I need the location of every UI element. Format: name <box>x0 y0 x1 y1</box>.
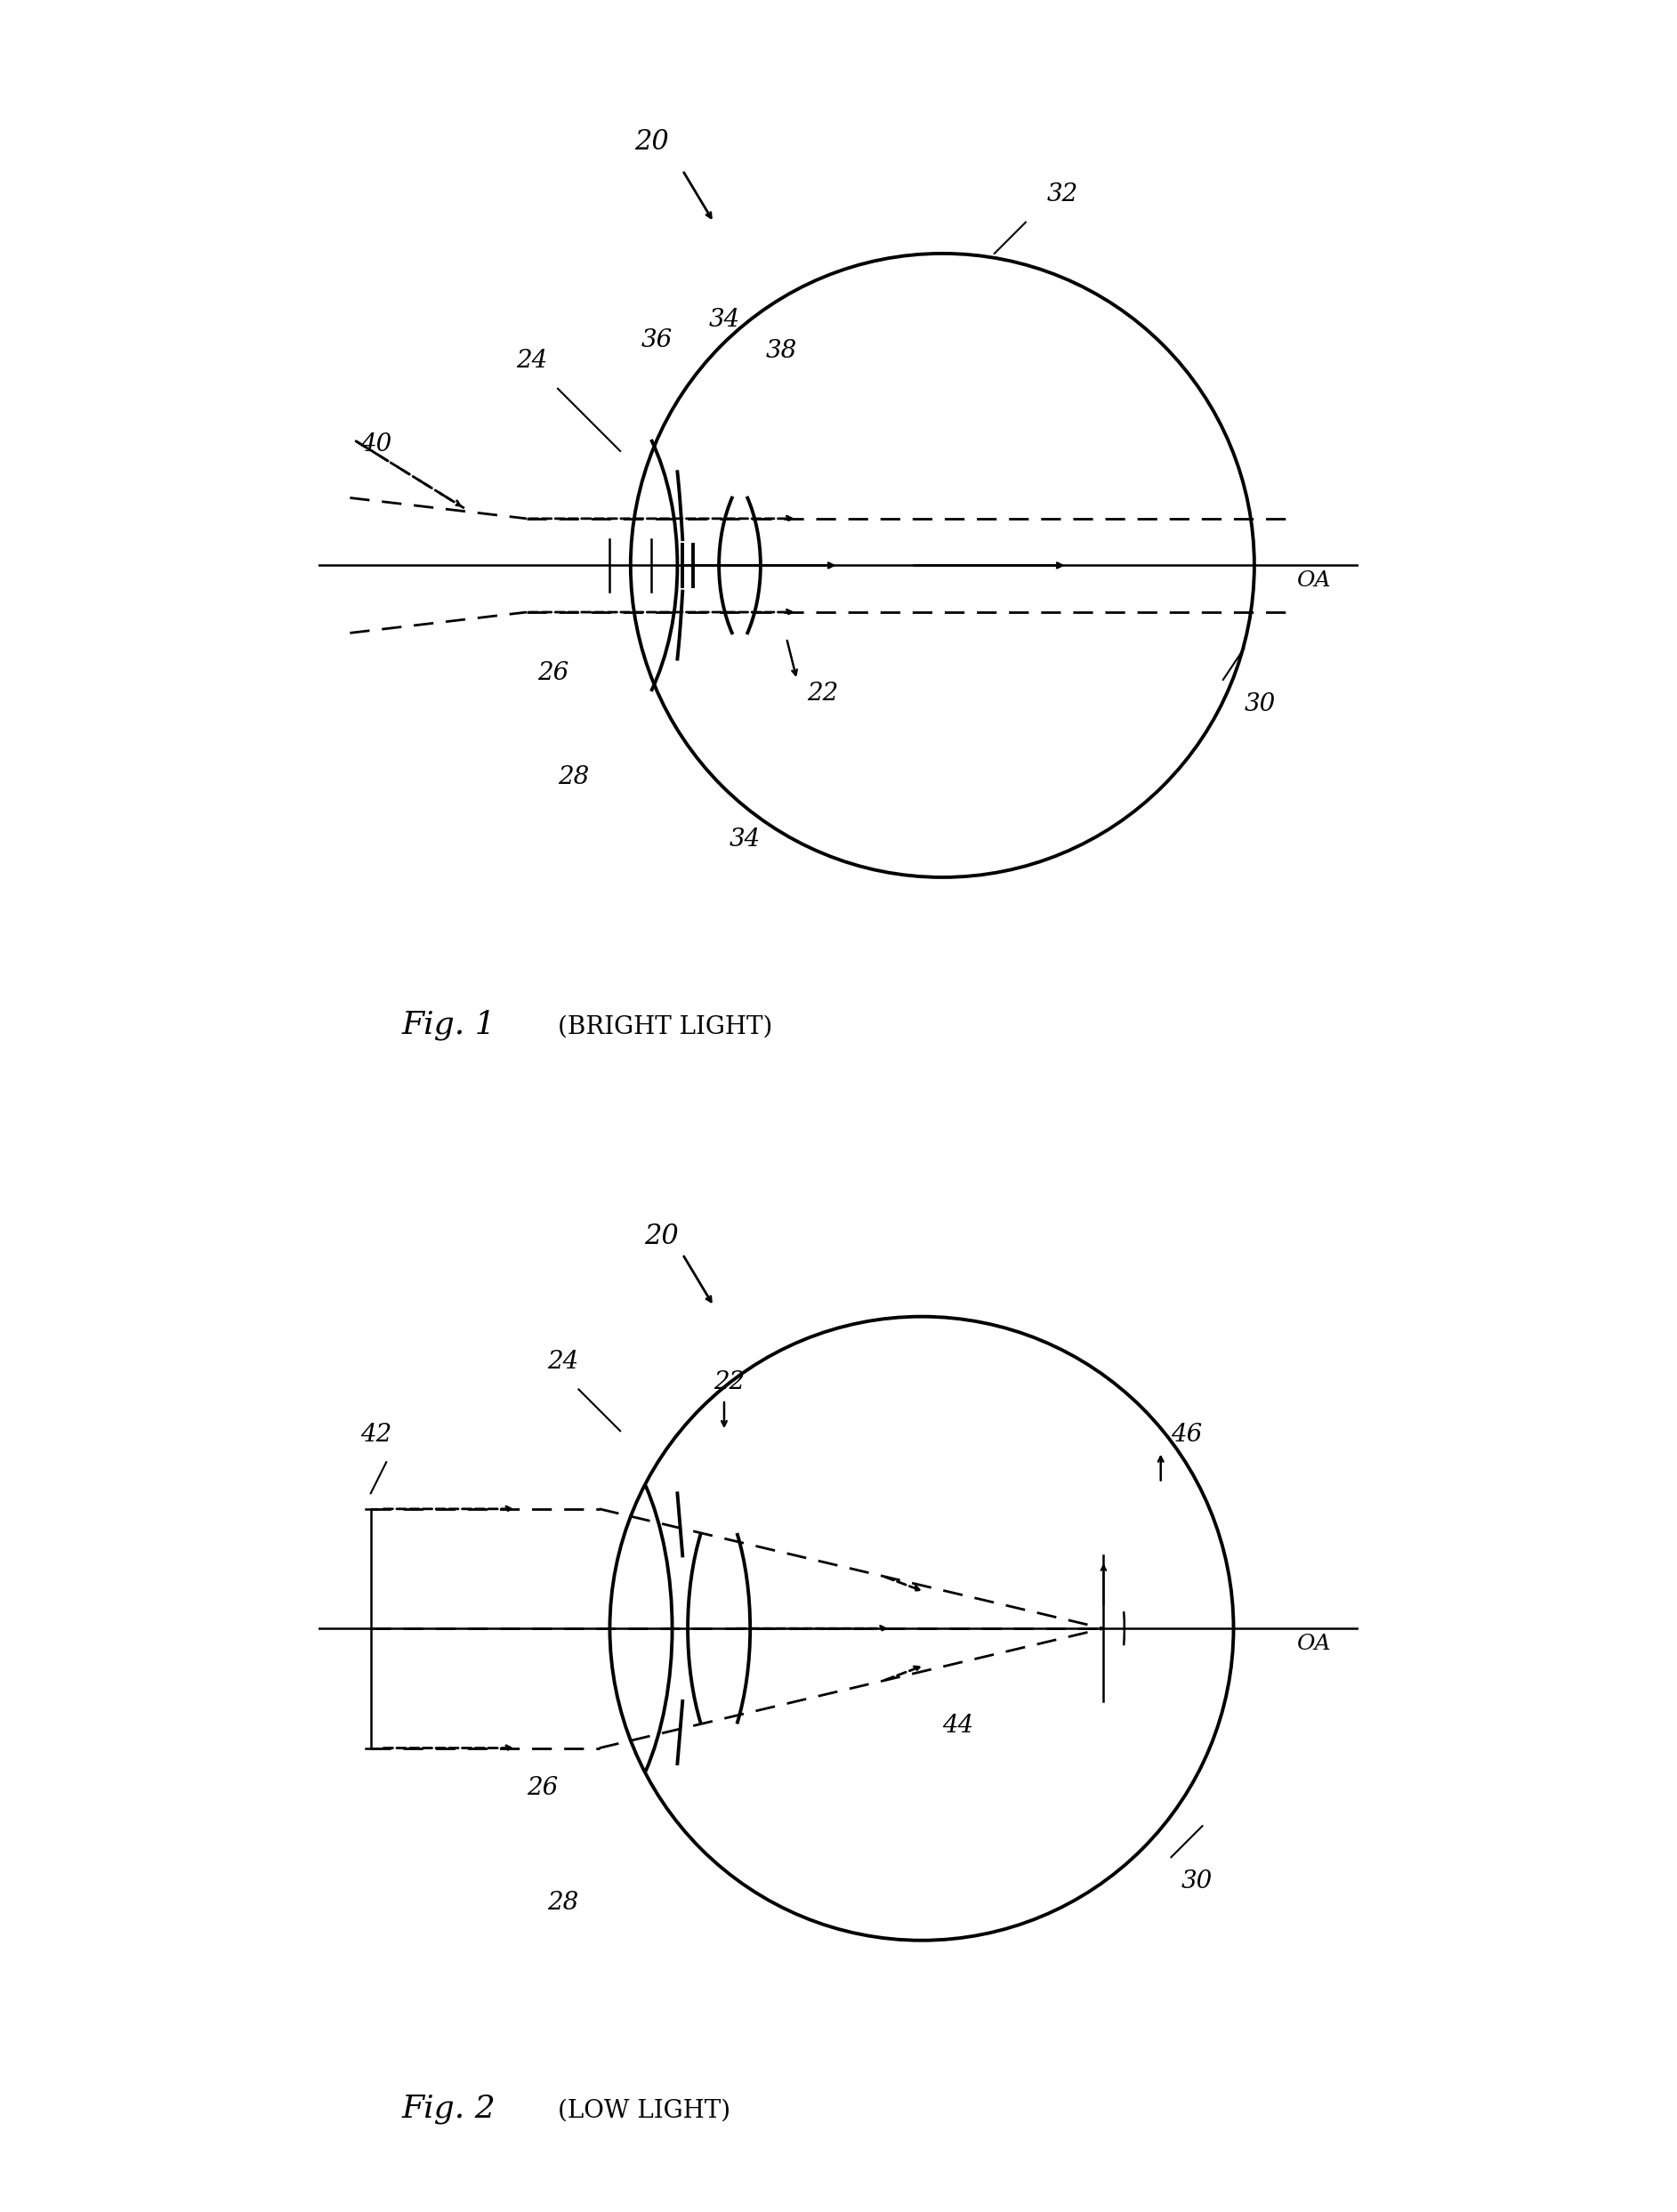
Text: 34: 34 <box>729 827 761 852</box>
Text: 34: 34 <box>709 307 740 332</box>
Text: 24: 24 <box>547 1349 579 1374</box>
Text: 20: 20 <box>644 1223 679 1250</box>
Text: 22: 22 <box>807 681 838 706</box>
Text: 28: 28 <box>558 765 589 790</box>
Text: 26: 26 <box>527 1776 558 1801</box>
Text: OA: OA <box>1296 571 1330 591</box>
Text: Fig. 1: Fig. 1 <box>402 1009 496 1040</box>
Text: 28: 28 <box>547 1891 579 1916</box>
Text: 44: 44 <box>942 1714 974 1739</box>
Text: 20: 20 <box>634 128 669 155</box>
Text: 22: 22 <box>714 1371 745 1396</box>
Text: (BRIGHT LIGHT): (BRIGHT LIGHT) <box>558 1015 773 1040</box>
Text: 38: 38 <box>766 338 797 363</box>
Text: 30: 30 <box>1182 1869 1212 1893</box>
Text: 42: 42 <box>361 1422 392 1447</box>
Text: 40: 40 <box>361 431 392 456</box>
Text: Fig. 2: Fig. 2 <box>402 2093 496 2124</box>
Text: 36: 36 <box>641 327 672 352</box>
Text: 26: 26 <box>537 661 569 686</box>
Text: OA: OA <box>1296 1632 1330 1655</box>
Text: 46: 46 <box>1171 1422 1202 1447</box>
Text: (LOW LIGHT): (LOW LIGHT) <box>558 2099 731 2124</box>
Text: 32: 32 <box>1046 184 1078 208</box>
Text: 30: 30 <box>1244 692 1275 717</box>
Text: 24: 24 <box>517 349 548 374</box>
